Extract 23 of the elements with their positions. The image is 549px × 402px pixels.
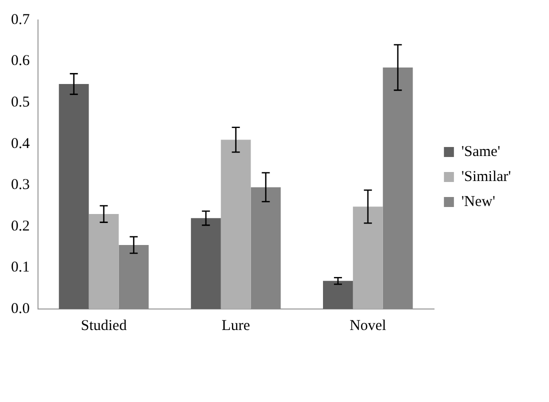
bar	[220, 140, 251, 309]
legend-label: 'Similar'	[461, 168, 512, 185]
y-tick-label: 0.7	[11, 12, 30, 28]
bar	[250, 187, 281, 309]
y-tick-label: 0.3	[11, 177, 30, 194]
bar	[323, 280, 353, 309]
bar	[58, 84, 89, 309]
bar	[118, 245, 149, 309]
legend-label: 'Same'	[461, 144, 500, 160]
legend-label: 'New'	[461, 194, 496, 210]
y-tick-label: 0.2	[11, 218, 30, 234]
bar	[88, 214, 119, 309]
y-tick-label: 0.1	[11, 260, 30, 276]
bar	[190, 218, 221, 309]
x-tick-label: Lure	[222, 318, 250, 334]
x-tick-label: Studied	[80, 318, 128, 334]
y-tick-label: 0.6	[11, 53, 30, 70]
y-tick-label: 0.5	[11, 94, 30, 111]
y-tick-label: 0.4	[11, 136, 30, 152]
y-tick-label: 0.0	[11, 300, 30, 317]
x-tick-label: Novel	[350, 318, 386, 334]
bar	[352, 206, 383, 309]
bar	[382, 67, 413, 309]
